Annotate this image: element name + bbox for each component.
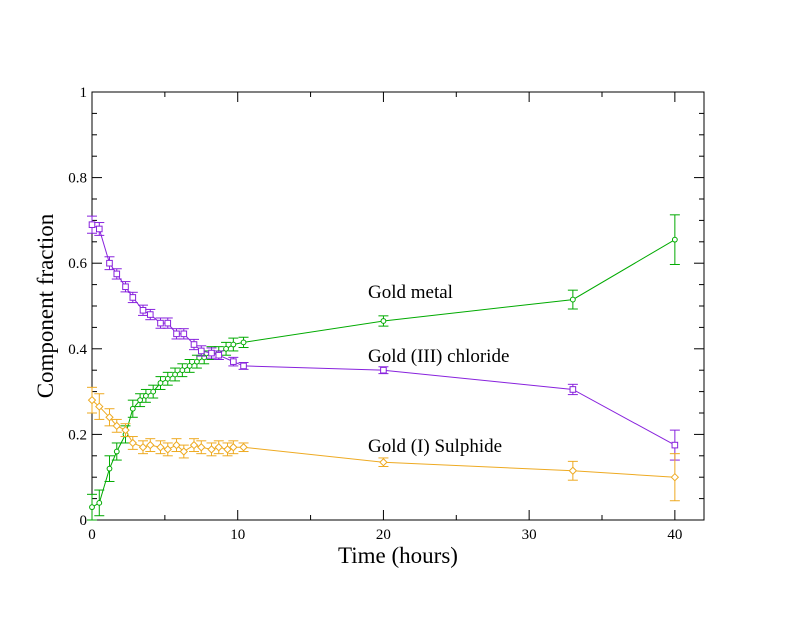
data-point — [240, 339, 247, 346]
x-tick-label: 40 — [667, 527, 682, 543]
data-point — [197, 347, 205, 355]
data-point — [569, 296, 576, 303]
y-tick-label: 0 — [80, 513, 88, 529]
data-point — [173, 330, 180, 338]
data-point — [671, 441, 679, 449]
data-point — [671, 236, 678, 243]
data-point — [96, 499, 103, 506]
data-point — [240, 362, 247, 370]
data-point — [113, 270, 121, 278]
data-point — [179, 367, 186, 374]
y-axis-title: Component fraction — [33, 213, 58, 398]
data-point — [164, 375, 171, 382]
x-tick-label: 20 — [376, 527, 391, 543]
data-point — [223, 345, 229, 352]
data-point — [146, 311, 154, 318]
data-point — [95, 225, 103, 233]
data-point — [207, 445, 216, 454]
x-axis-title: Time (hours) — [338, 543, 458, 568]
data-point — [239, 443, 248, 452]
data-point — [172, 371, 178, 378]
series-2 — [87, 215, 680, 461]
data-point — [156, 443, 165, 452]
data-point — [230, 358, 237, 365]
series-3 — [87, 386, 680, 502]
annotation-gold-metal: Gold metal — [368, 282, 453, 303]
data-point — [88, 221, 96, 228]
data-point — [138, 443, 148, 452]
x-tick-label: 0 — [88, 527, 96, 543]
data-point — [208, 349, 215, 357]
data-point — [186, 363, 193, 369]
data-point — [106, 259, 113, 267]
data-point — [180, 330, 188, 338]
y-tick-label: 1 — [80, 85, 88, 101]
data-point — [87, 395, 97, 405]
data-point — [568, 466, 578, 475]
data-point — [105, 413, 114, 422]
data-point — [190, 341, 198, 348]
data-point — [121, 425, 130, 435]
data-point — [122, 283, 129, 291]
data-point — [380, 366, 387, 374]
y-tick-label: 0.2 — [68, 427, 87, 443]
x-tick-label: 30 — [522, 527, 537, 543]
x-tick-label: 10 — [230, 527, 245, 543]
data-point — [113, 448, 120, 455]
data-point — [179, 447, 189, 456]
annotation-gold-i-sulphide: Gold (I) Sulphide — [368, 436, 502, 457]
data-point — [143, 392, 149, 399]
series-1 — [87, 214, 680, 521]
data-point — [112, 421, 121, 431]
data-point — [229, 443, 238, 452]
data-point — [230, 341, 237, 348]
data-point — [163, 445, 172, 454]
data-point — [129, 405, 136, 412]
data-point — [215, 351, 223, 359]
data-point — [189, 440, 199, 450]
text-layer: Time (hours) Component fraction Gold met… — [33, 85, 682, 568]
data-point — [128, 438, 138, 448]
data-point — [214, 443, 223, 452]
annotation-gold-iii-chloride: Gold (III) chloride — [368, 346, 509, 367]
data-point — [670, 472, 680, 482]
axis-ticks — [91, 91, 704, 521]
data-point — [150, 388, 157, 395]
data-point — [194, 358, 200, 365]
data-point — [164, 319, 172, 327]
data-point — [89, 504, 95, 511]
data-point — [380, 318, 387, 324]
data-point — [157, 380, 164, 386]
data-point — [106, 465, 113, 472]
series-line — [91, 399, 675, 478]
data-point — [197, 443, 206, 452]
data-point — [129, 294, 137, 301]
data-point — [137, 397, 143, 404]
data-point — [379, 458, 388, 467]
y-tick-label: 0.6 — [68, 256, 87, 272]
data-point — [95, 402, 104, 411]
data-point — [172, 440, 181, 450]
y-tick-label: 0.8 — [68, 171, 87, 187]
data-point — [569, 386, 577, 393]
data-point — [223, 445, 232, 454]
data-point — [146, 440, 155, 450]
data-point — [157, 319, 164, 327]
y-tick-label: 0.4 — [68, 342, 87, 358]
series-layer — [87, 214, 680, 521]
data-point — [139, 306, 147, 314]
